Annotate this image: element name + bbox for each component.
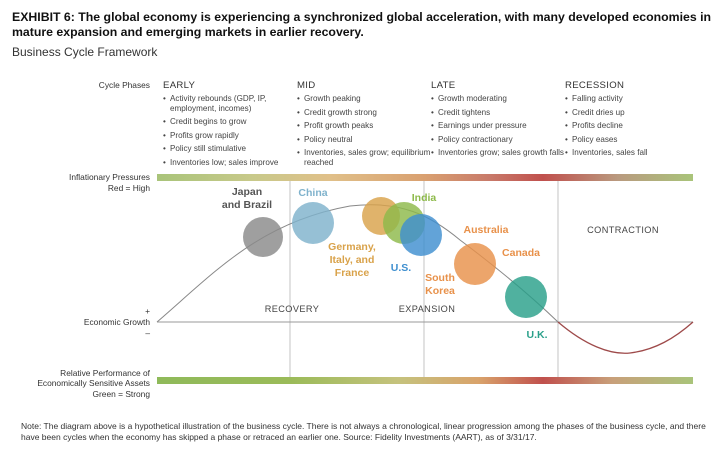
uk-label: U.K. <box>527 329 548 341</box>
phase-late-item: Inventories grow; sales growth falls <box>431 148 566 158</box>
zone-expansion-label: EXPANSION <box>399 304 456 314</box>
relative-performance-bar <box>157 377 693 384</box>
india-label-line: India <box>412 192 437 204</box>
china-label-line: China <box>298 187 327 199</box>
exhibit-title: EXHIBIT 6: The global economy is experie… <box>12 10 712 39</box>
phase-early-name: EARLY <box>163 80 196 91</box>
relative-performance-label-2: Economically Sensitive Assets <box>37 378 150 388</box>
south-korea-label-line: Korea <box>425 285 455 297</box>
phase-late-item: Policy contractionary <box>431 135 566 145</box>
phase-recession: RECESSION Falling activity Credit dries … <box>565 80 700 162</box>
japan-brazil-marker <box>243 217 283 257</box>
phase-early-item: Activity rebounds (GDP, IP, employment, … <box>163 94 298 113</box>
australia-marker <box>454 243 496 285</box>
phase-mid-item: Inventories, sales grow; equilibrium rea… <box>297 148 432 167</box>
phase-recession-item: Falling activity <box>565 94 700 104</box>
india-label: India <box>412 192 437 204</box>
phase-mid-item: Profit growth peaks <box>297 121 432 131</box>
relative-legend-label: Green = Strong <box>92 389 151 399</box>
south-korea-label: South Korea <box>425 272 455 297</box>
phase-late-item: Growth moderating <box>431 94 566 104</box>
phase-early-item: Policy still stimulative <box>163 144 298 154</box>
phase-early-item: Credit begins to grow <box>163 117 298 127</box>
phase-recession-item: Inventories, sales fall <box>565 148 700 158</box>
phase-mid-name: MID <box>297 80 316 91</box>
germany-label-line: Italy, and <box>330 254 375 266</box>
growth-plus-sign: + <box>145 306 150 316</box>
phase-late: LATE Growth moderating Credit tightens E… <box>431 80 566 162</box>
china-marker <box>292 202 334 244</box>
uk-marker <box>505 276 547 318</box>
country-markers: Japan and Brazil China Germany, Italy, and Fr… <box>222 186 548 341</box>
relative-performance-label-1: Relative Performance of <box>60 368 150 378</box>
inflationary-pressures-label: Inflationary Pressures <box>69 172 150 182</box>
us-marker <box>400 214 442 256</box>
australia-label-line: Australia <box>464 224 509 236</box>
recession-curve <box>557 321 694 354</box>
south-korea-label-line: South <box>425 272 455 284</box>
japan-brazil-label-line: and Brazil <box>222 199 272 211</box>
phase-mid-item: Policy neutral <box>297 135 432 145</box>
australia-label: Australia <box>464 224 509 236</box>
us-label: U.S. <box>391 262 412 274</box>
phase-recession-item: Profits decline <box>565 121 700 131</box>
china-label: China <box>298 187 327 199</box>
uk-label-line: U.K. <box>527 329 548 341</box>
phase-recession-name: RECESSION <box>565 80 625 91</box>
phase-mid-item: Growth peaking <box>297 94 432 104</box>
inflationary-legend-label: Red = High <box>107 183 150 193</box>
zone-contraction-label: CONTRACTION <box>587 225 659 235</box>
phase-recession-item: Policy eases <box>565 135 700 145</box>
phase-late-item: Earnings under pressure <box>431 121 566 131</box>
japan-brazil-label-line: Japan <box>232 186 262 198</box>
exhibit-subtitle: Business Cycle Framework <box>12 45 158 59</box>
phase-early-item: Inventories low; sales improve <box>163 158 298 168</box>
phase-mid: MID Growth peaking Credit growth strong … <box>297 80 432 172</box>
germany-label-line: France <box>335 267 370 279</box>
phase-recession-item: Credit dries up <box>565 108 700 118</box>
phase-early: EARLY Activity rebounds (GDP, IP, employ… <box>163 80 298 172</box>
germany-label: Germany, Italy, and France <box>328 241 376 279</box>
germany-label-line: Germany, <box>328 241 376 253</box>
growth-minus-sign: – <box>145 328 150 338</box>
canada-label: Canada <box>502 247 540 259</box>
japan-brazil-label: Japan and Brazil <box>222 186 272 211</box>
phase-late-name: LATE <box>431 80 456 91</box>
cycle-phases-label: Cycle Phases <box>98 80 150 90</box>
footnote: Note: The diagram above is a hypothetica… <box>21 421 706 442</box>
phase-early-item: Profits grow rapidly <box>163 131 298 141</box>
phase-mid-item: Credit growth strong <box>297 108 432 118</box>
inflationary-pressure-bar <box>157 174 693 181</box>
us-label-line: U.S. <box>391 262 412 274</box>
economic-growth-label: Economic Growth <box>83 317 150 327</box>
phase-late-item: Credit tightens <box>431 108 566 118</box>
canada-label-line: Canada <box>502 247 540 259</box>
zone-recovery-label: RECOVERY <box>265 304 320 314</box>
